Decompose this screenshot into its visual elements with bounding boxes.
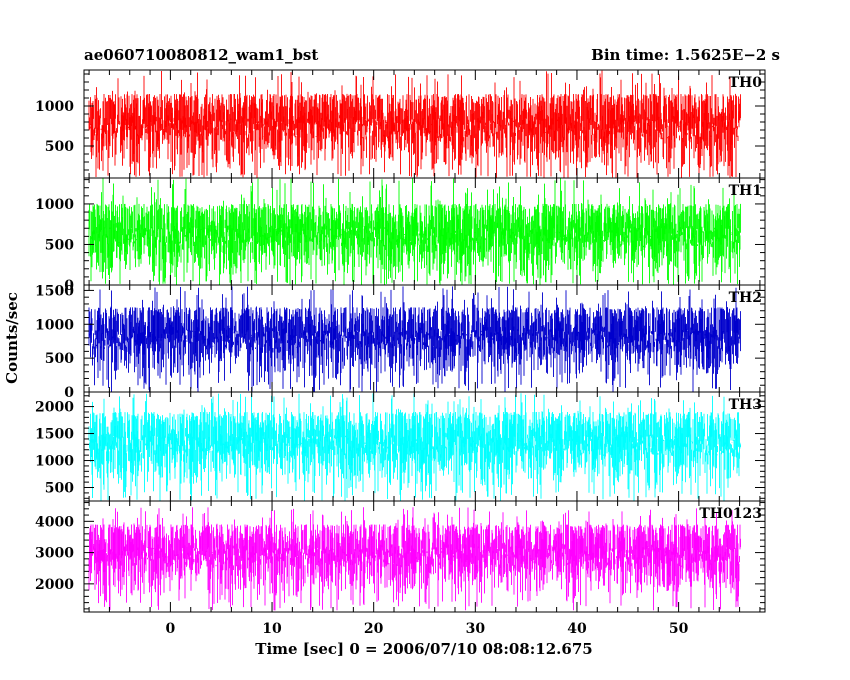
y-tick-label: 500 xyxy=(45,139,74,155)
panel-th1: 0 500 1000 TH1 xyxy=(35,177,766,294)
panel-th3: 500 1000 1500 2000 TH3 xyxy=(35,391,766,502)
series-trace-th0 xyxy=(88,70,741,178)
y-tick-label: 500 xyxy=(45,481,74,497)
panel-th0: 500 1000 TH0 xyxy=(35,69,766,179)
chart-title-left: ae060710080812_wam1_bst xyxy=(84,46,318,64)
x-tick-label: 30 xyxy=(466,621,486,637)
y-tick-label: 4000 xyxy=(35,514,74,530)
x-tick-label: 40 xyxy=(567,621,587,637)
panel-th0123: 2000 3000 4000 TH0123 xyxy=(35,500,766,613)
y-tick-label: 1000 xyxy=(35,197,74,213)
y-tick-label: 1000 xyxy=(35,454,74,470)
y-tick-label: 2000 xyxy=(35,400,74,416)
series-label: TH2 xyxy=(729,290,762,306)
series-label: TH3 xyxy=(729,397,762,413)
series-label: TH0123 xyxy=(699,506,762,522)
series-trace-th1 xyxy=(88,178,741,285)
y-tick-label: 2000 xyxy=(35,577,74,593)
y-tick-label: 1500 xyxy=(35,283,74,299)
y-tick-label: 1500 xyxy=(35,427,74,443)
x-tick-label: 20 xyxy=(364,621,384,637)
y-tick-label: 1000 xyxy=(35,99,74,115)
x-tick-label: 10 xyxy=(262,621,282,637)
x-axis-label: Time [sec] 0 = 2006/07/10 08:08:12.675 xyxy=(255,640,592,658)
x-tick-label: 50 xyxy=(669,621,689,637)
panel-th2: 0 500 1000 1500 TH2 xyxy=(35,283,766,401)
series-label: TH1 xyxy=(729,183,762,199)
panel-frame xyxy=(83,500,766,613)
y-tick-label: 3000 xyxy=(35,546,74,562)
series-trace-th2 xyxy=(88,286,741,392)
y-axis-label: Counts/sec xyxy=(3,292,21,384)
chart-title-right: Bin time: 1.5625E−2 s xyxy=(591,46,780,64)
y-tick-label: 500 xyxy=(45,351,74,367)
y-tick-label: 500 xyxy=(45,237,74,253)
series-trace-th3 xyxy=(88,393,741,501)
x-tick-label: 0 xyxy=(166,621,176,637)
series-trace-th0123 xyxy=(88,507,741,611)
y-tick-label: 0 xyxy=(64,385,74,401)
series-label: TH0 xyxy=(729,75,763,91)
y-tick-label: 1000 xyxy=(35,317,74,333)
y-tick-label: 0 xyxy=(64,278,74,294)
